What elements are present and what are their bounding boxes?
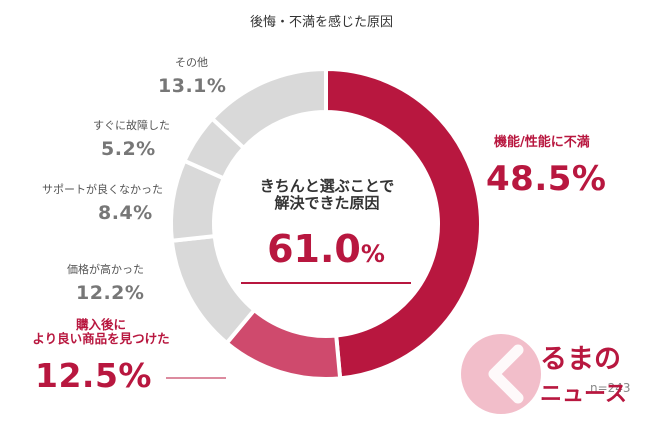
label-performance-value: 48.5%	[486, 159, 607, 199]
center-value-unit: %	[360, 240, 385, 268]
center-value-number: 61.0	[267, 227, 361, 271]
label-breakdown-value: 5.2%	[101, 138, 156, 160]
slice-other	[209, 66, 328, 151]
label-other-value: 13.1%	[158, 75, 227, 97]
center-value: 61.0%	[241, 227, 411, 272]
label-better-product-name: 購入後に より良い商品を見つけた	[32, 317, 170, 347]
sample-size: n=243	[590, 381, 631, 395]
chart-title: 後悔・不満を感じた原因	[250, 15, 394, 30]
center-caption: きちんと選ぶことで 解決できた原因	[259, 177, 395, 213]
slice-performance	[324, 66, 483, 381]
brand-logo	[461, 334, 541, 414]
brand-line2: ニュース	[540, 382, 627, 407]
label-other-name: その他	[175, 56, 208, 69]
brand-line1: るまの	[540, 344, 621, 375]
label-performance-name: 機能/性能に不満	[494, 135, 590, 150]
label-better-product-value: 12.5%	[35, 356, 152, 395]
logo-chevron-icon	[488, 344, 524, 404]
donut-slices	[169, 66, 483, 381]
label-support-name: サポートが良くなかった	[42, 183, 163, 196]
label-breakdown-name: すぐに故障した	[93, 119, 170, 132]
label-support-value: 8.4%	[98, 202, 153, 224]
label-price-name: 価格が高かった	[67, 263, 144, 276]
label-price-value: 12.2%	[76, 282, 145, 304]
